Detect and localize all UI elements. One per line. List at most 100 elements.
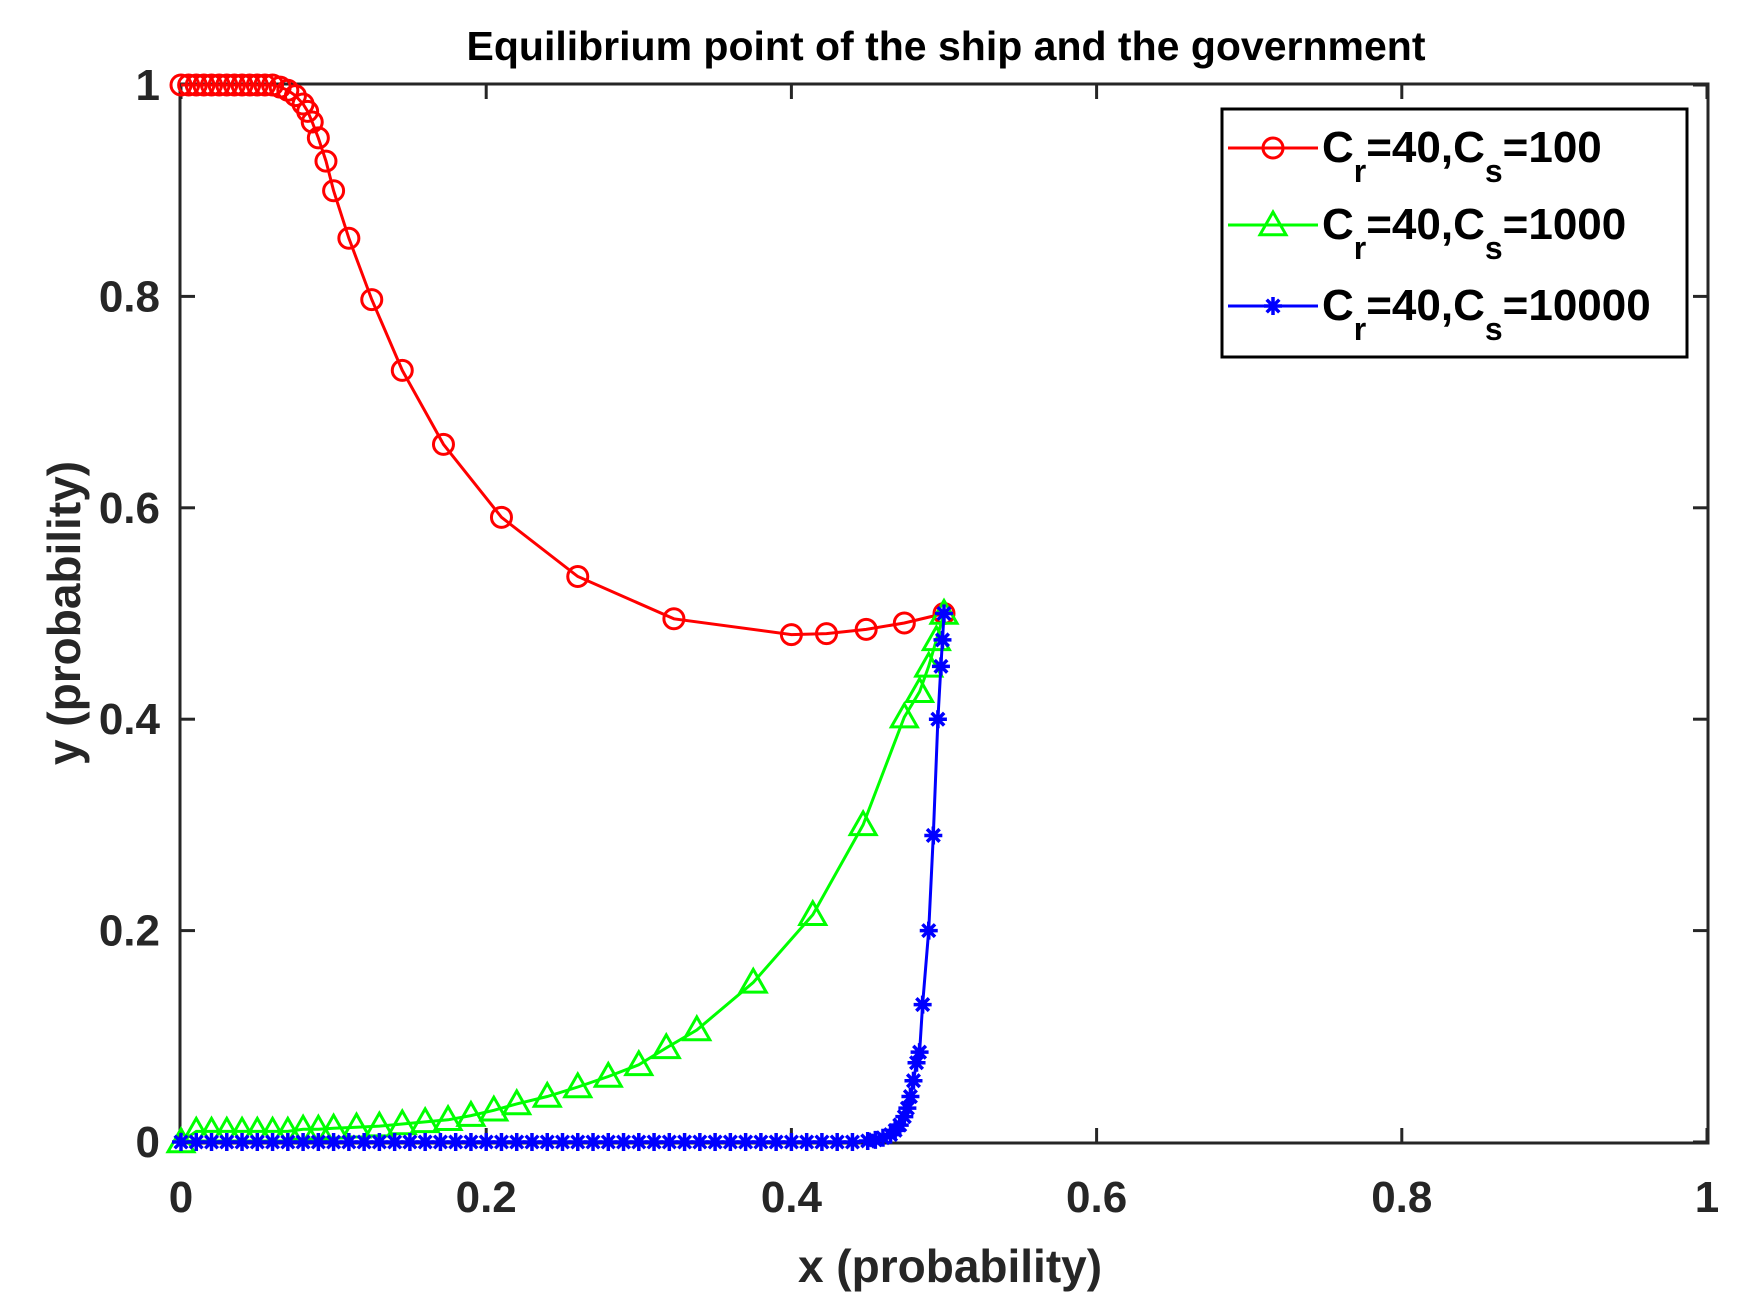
chart-title: Equilibrium point of the ship and the go…	[467, 23, 1426, 69]
series-1	[169, 73, 956, 647]
data-point	[812, 1133, 831, 1151]
data-point	[455, 1099, 487, 1127]
data-point	[907, 1053, 926, 1072]
data-point	[892, 611, 916, 635]
data-point	[913, 995, 932, 1014]
data-point	[309, 1133, 328, 1151]
data-point	[245, 73, 269, 97]
legend-text-part: =40,C	[1366, 200, 1485, 249]
data-point	[854, 617, 878, 641]
data-point	[933, 630, 952, 649]
data-point	[386, 1108, 418, 1136]
data-point	[248, 1133, 267, 1151]
data-point	[400, 1133, 419, 1151]
data-point	[779, 623, 803, 647]
data-point	[662, 607, 686, 631]
data-point	[767, 1133, 786, 1151]
data-point	[690, 1133, 709, 1151]
data-point	[522, 1133, 541, 1151]
data-point	[782, 1133, 801, 1151]
x-tick-label: 0.4	[761, 1173, 823, 1222]
data-point	[623, 1048, 655, 1077]
data-point	[169, 73, 193, 97]
data-point	[843, 1133, 862, 1151]
legend-entry-3: Cr=40,Cs=10000	[1228, 281, 1651, 347]
legend-text-part: =40,C	[1366, 123, 1485, 172]
legend-text-part: =40,C	[1366, 281, 1485, 330]
x-tick-label: 0	[169, 1173, 193, 1222]
data-point	[337, 226, 361, 250]
legend-entry-1: Cr=40,Cs=100	[1228, 123, 1602, 189]
data-point	[924, 826, 943, 845]
data-point	[431, 1133, 450, 1151]
data-point	[324, 1133, 343, 1151]
data-point	[814, 622, 838, 646]
legend-label: Cr=40,Cs=10000	[1322, 281, 1651, 347]
data-point	[660, 1133, 679, 1151]
data-point	[207, 73, 231, 97]
data-point	[200, 73, 224, 97]
data-point	[360, 288, 384, 312]
data-point	[217, 1133, 236, 1151]
data-point	[477, 1133, 496, 1151]
data-point	[294, 1133, 313, 1151]
data-point	[562, 1071, 594, 1099]
data-point	[253, 73, 277, 97]
x-tick-label: 0.8	[1371, 1173, 1432, 1222]
data-point	[737, 966, 769, 994]
legend-subscript: r	[1354, 311, 1366, 347]
data-point	[385, 1133, 404, 1151]
legend-entry-2: Cr=40,Cs=1000	[1228, 200, 1626, 266]
legend-text-part: =100	[1503, 123, 1602, 172]
data-point	[675, 1133, 694, 1151]
legend-marker	[1264, 297, 1282, 315]
data-point	[432, 1103, 464, 1132]
data-point	[192, 73, 216, 97]
data-point	[873, 1128, 892, 1147]
data-point	[650, 1031, 682, 1060]
x-tick-label: 0.6	[1066, 1173, 1127, 1222]
data-point	[706, 1133, 725, 1151]
data-point	[797, 898, 829, 926]
x-tick-label: 0.2	[456, 1173, 517, 1222]
data-point	[919, 921, 938, 940]
data-point	[489, 505, 513, 529]
data-point	[431, 432, 455, 456]
data-point	[230, 73, 254, 97]
data-point	[222, 73, 246, 97]
data-point	[263, 1133, 282, 1151]
data-point	[172, 1133, 190, 1151]
data-point	[901, 1087, 920, 1106]
series-3	[172, 604, 953, 1151]
data-point	[928, 710, 947, 729]
data-point	[847, 808, 879, 837]
legend-label: Cr=40,Cs=100	[1322, 123, 1602, 189]
legend: Cr=40,Cs=100 Cr=40,Cs=1000 Cr=40,Cs=10000	[1220, 107, 1689, 359]
data-point	[370, 1133, 389, 1151]
legend-subscript: r	[1354, 153, 1366, 189]
legend-marker	[1257, 208, 1289, 237]
data-point	[895, 1107, 914, 1126]
data-point	[306, 126, 330, 150]
x-axis-label: x (probability)	[798, 1240, 1102, 1292]
data-point	[184, 73, 208, 97]
data-point	[903, 675, 936, 703]
data-point	[629, 1133, 648, 1151]
data-point	[215, 73, 239, 97]
y-axis-label: y (probability)	[38, 461, 90, 765]
y-tick-label: 0.4	[99, 695, 161, 744]
data-point	[390, 358, 414, 382]
data-point	[322, 179, 346, 203]
data-point	[751, 1133, 770, 1151]
data-point	[904, 1071, 923, 1090]
data-point	[507, 1133, 526, 1151]
y-tick-label: 0.6	[99, 484, 160, 533]
data-point	[599, 1133, 618, 1151]
legend-subscript: s	[1485, 311, 1503, 347]
legend-marker	[1261, 136, 1285, 160]
data-point	[501, 1087, 533, 1116]
data-point	[538, 1133, 557, 1151]
data-point	[339, 1133, 358, 1151]
data-point	[187, 1133, 206, 1151]
data-point	[355, 1133, 374, 1151]
